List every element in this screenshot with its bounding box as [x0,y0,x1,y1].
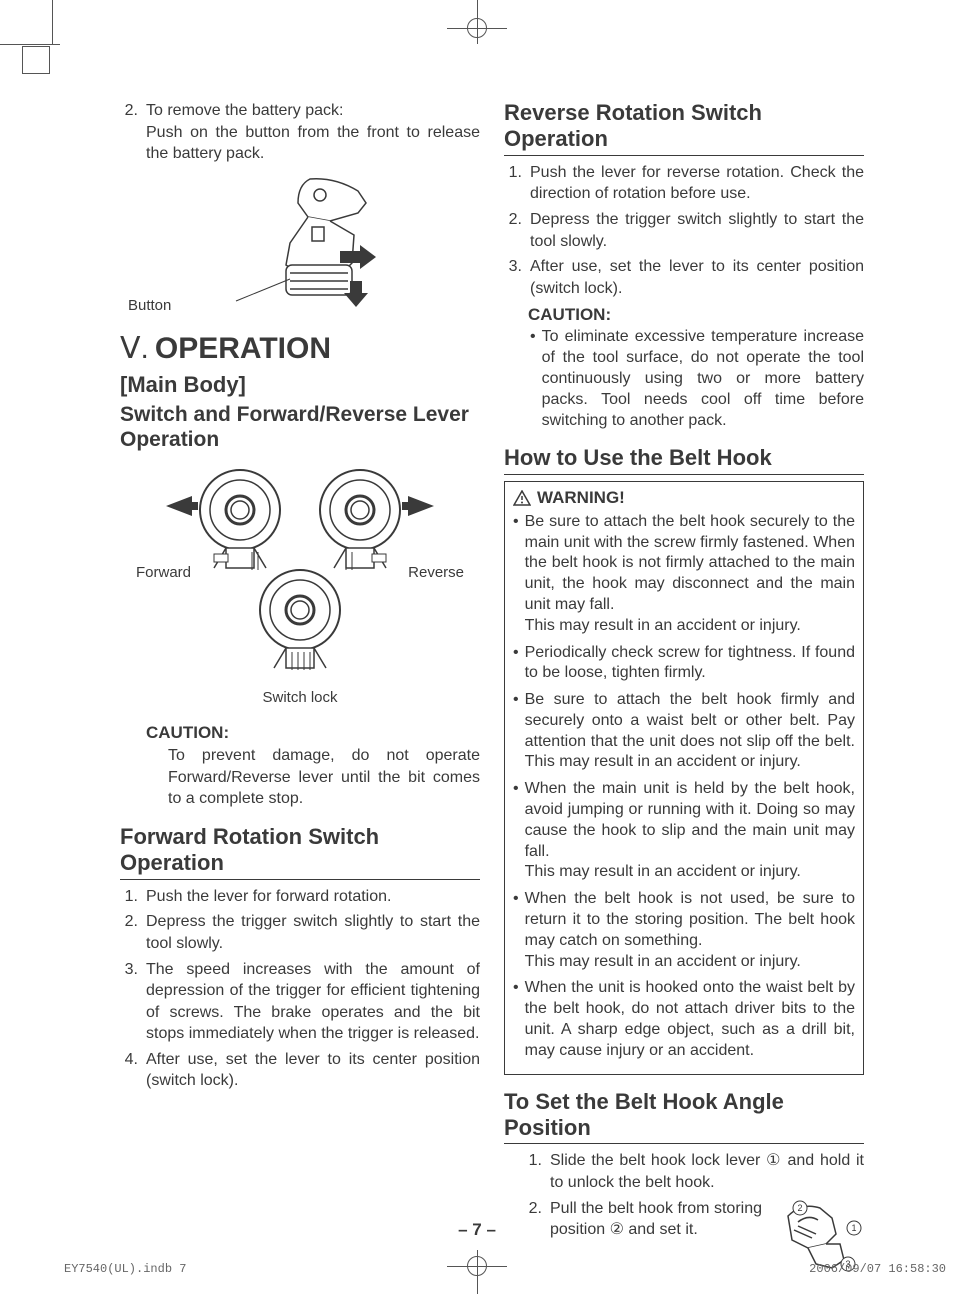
item-number: 4. [120,1049,138,1092]
warning-item: •Be sure to attach the belt hook firmly … [513,690,855,773]
caution-label: CAUTION: [146,723,480,743]
item-text: The speed increases with the amount of d… [146,959,480,1045]
warning-text: When the main unit is held by the belt h… [525,779,855,883]
caution-body: To eliminate excessive temperature incre… [542,327,864,431]
section-roman: Ⅴ. [120,332,149,365]
warning-item: •When the unit is hooked onto the waist … [513,978,855,1061]
caution-body: To prevent damage, do not operate Forwar… [168,745,480,810]
bullet-dot: • [513,690,519,773]
bullet-dot: • [530,327,536,431]
forward-label: Forward [136,564,191,581]
left-column: 2. To remove the battery pack: Push on t… [120,100,480,1204]
list-item: 4.After use, set the lever to its center… [120,1049,480,1092]
item-text: Depress the trigger switch slightly to s… [146,911,480,954]
item-number: 3. [120,959,138,1045]
list-item: 2.Depress the trigger switch slightly to… [504,209,864,252]
warning-label: WARNING! [537,488,625,508]
page-number: – 7 – [458,1220,496,1240]
warning-box: WARNING! •Be sure to attach the belt hoo… [504,481,864,1075]
list-item: 1.Push the lever for reverse rotation. C… [504,162,864,205]
list-item: 2. To remove the battery pack: Push on t… [120,100,480,165]
warning-text: When the belt hook is not used, be sure … [525,889,855,972]
footer-left: EY7540(UL).indb 7 [64,1262,186,1276]
item-text: Push the lever for reverse rotation. Che… [530,162,864,205]
section-heading: Ⅴ.OPERATION [120,331,480,366]
caution-label: CAUTION: [528,305,864,325]
warning-item: •Periodically check screw for tightness.… [513,643,855,685]
item-body: Push on the button from the front to re­… [146,124,480,163]
list-item: 2.Depress the trigger switch slightly to… [120,911,480,954]
switch-heading: Switch and Forward/Reverse Lever Operati… [120,402,480,452]
warning-title: WARNING! [513,488,855,508]
item-number: 2. [120,911,138,954]
crop-mark [0,44,60,45]
item-text: After use, set the lever to its center p… [530,256,864,299]
warning-item: •When the belt hook is not used, be sure… [513,889,855,972]
forward-heading: Forward Rotation Switch Operation [120,824,480,880]
crop-mark-bottom [447,1250,507,1294]
section-title: OPERATION [155,332,331,365]
warning-item: •Be sure to attach the belt hook securel… [513,512,855,637]
item-number: 2. [504,209,522,252]
reverse-label: Reverse [408,564,464,581]
warning-text: Be sure to attach the belt hook securely… [525,512,855,637]
warning-text: When the unit is hooked onto the waist b… [525,978,855,1061]
item-text: Depress the trigger switch slightly to s… [530,209,864,252]
warning-item: •When the main unit is held by the belt … [513,779,855,883]
main-body-heading: [Main Body] [120,372,480,398]
list-item: 1. Push the lever for forward rotation. [120,886,480,908]
crop-mark [22,46,50,74]
item-number: 2. [120,100,138,165]
footer-right: 2006/09/07 16:58:30 [809,1262,946,1276]
svg-text:1: 1 [851,1223,856,1233]
item-number: 1. [524,1150,542,1193]
warning-text: Be sure to attach the belt hook firmly a… [525,690,855,773]
item-number: 1. [504,162,522,205]
warning-text: Periodically check screw for tightness. … [525,643,855,685]
item-number: 2. [524,1198,542,1281]
button-label: Button [128,297,171,314]
list-item: 1. Slide the belt hook lock lever ① and … [524,1150,864,1193]
crop-mark-top [447,0,507,44]
bullet-dot: • [513,643,519,685]
svg-text:2: 2 [797,1203,802,1213]
list-item: 3.The speed increases with the amount of… [120,959,480,1045]
bullet-dot: • [513,978,519,1061]
set-belt-heading: To Set the Belt Hook Angle Position [504,1089,864,1145]
switch-lock-label: Switch lock [262,689,337,706]
belt-heading: How to Use the Belt Hook [504,445,864,474]
reverse-heading: Reverse Rotation Switch Operation [504,100,864,156]
item-lead: To remove the battery pack: [146,102,343,119]
item-text: Push the lever for forward rotation. [146,886,480,908]
switch-figure: Forward Reverse Switch lock [120,460,480,707]
bullet-dot: • [513,779,519,883]
right-column: Reverse Rotation Switch Operation 1.Push… [504,100,864,1204]
crop-mark [52,0,53,44]
item-text: After use, set the lever to its center p… [146,1049,480,1092]
item-text: Slide the belt hook lock lever ① and hol… [550,1150,864,1193]
warning-icon [513,490,531,506]
bullet-dot: • [513,889,519,972]
item-number: 3. [504,256,522,299]
battery-figure: Button [120,173,480,315]
list-item: 3.After use, set the lever to its center… [504,256,864,299]
item-number: 1. [120,886,138,908]
bullet-dot: • [513,512,519,637]
page-content: 2. To remove the battery pack: Push on t… [120,100,864,1204]
